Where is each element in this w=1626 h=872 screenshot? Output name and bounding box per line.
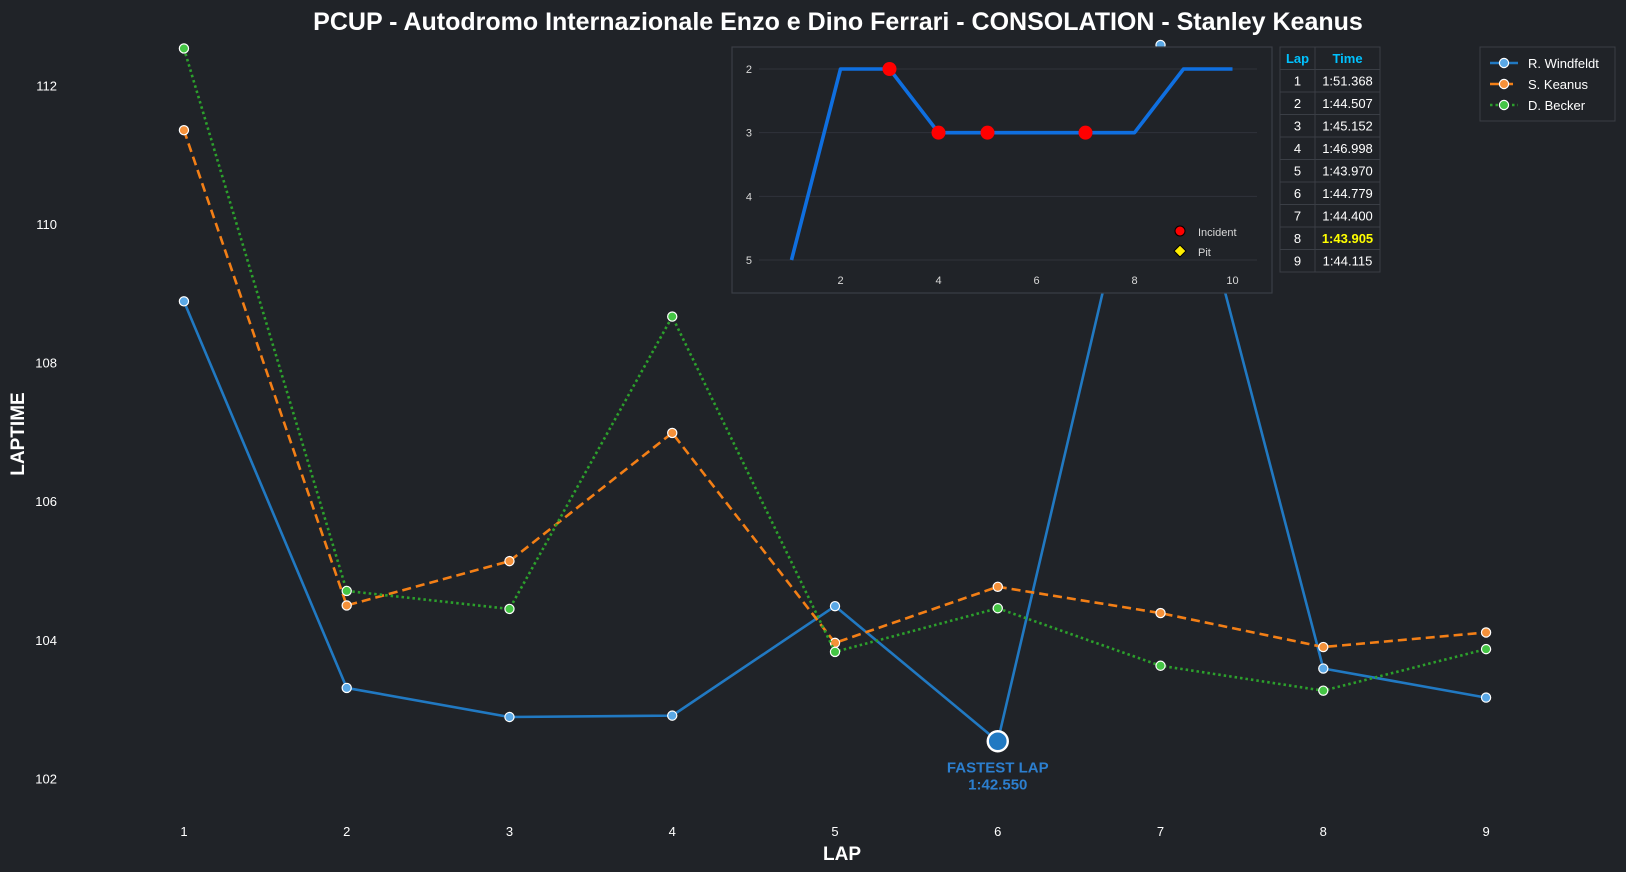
- data-point: [829, 646, 841, 658]
- y-tick-label: 110: [36, 217, 57, 232]
- incident-marker: [1078, 125, 1093, 140]
- table-header-time: Time: [1332, 51, 1362, 66]
- table-lap-number: 6: [1294, 186, 1301, 201]
- y-tick-label: 102: [35, 771, 57, 786]
- inset-x-tick-label: 6: [1033, 275, 1039, 287]
- data-point: [178, 125, 190, 136]
- y-tick-label: 104: [35, 633, 57, 648]
- series-legend: R. Windfeldt S. Keanus D. Becker: [1479, 46, 1616, 122]
- x-tick-label: 5: [831, 824, 838, 839]
- table-header-lap: Lap: [1286, 51, 1309, 66]
- x-tick-label: 7: [1157, 824, 1164, 839]
- table-lap-time: 1:43.970: [1322, 164, 1373, 179]
- incident-legend-icon: [1174, 225, 1186, 237]
- inset-x-tick-label: 2: [837, 275, 843, 287]
- data-point: [992, 581, 1003, 592]
- table-lap-time: 1:45.152: [1322, 119, 1373, 134]
- data-point: [341, 600, 352, 611]
- incident-marker: [931, 125, 946, 140]
- table-lap-time: 1:44.115: [1323, 254, 1373, 269]
- y-tick-label: 112: [36, 79, 57, 94]
- legend-marker: [1498, 99, 1510, 111]
- data-point: [504, 711, 515, 723]
- table-lap-number: 4: [1294, 141, 1301, 156]
- data-point: [992, 603, 1003, 614]
- data-point: [178, 43, 190, 54]
- data-point: [178, 296, 190, 307]
- x-tick-label: 9: [1482, 824, 1489, 839]
- table-lap-time: 1:44.400: [1322, 209, 1373, 224]
- data-point: [1155, 607, 1166, 619]
- x-tick-label: 1: [180, 824, 187, 839]
- legend-marker: [1498, 78, 1510, 90]
- x-axis-label: LAP: [823, 844, 861, 865]
- data-point: [504, 555, 515, 567]
- table-lap-time: 1:51.368: [1322, 74, 1373, 89]
- x-tick-label: 2: [343, 824, 350, 839]
- x-tick-label: 4: [669, 824, 676, 839]
- fastest-lap-time: 1:42.550: [968, 776, 1027, 793]
- y-tick-label: 108: [35, 356, 57, 371]
- inset-x-tick-label: 10: [1226, 275, 1238, 287]
- incident-legend-label: Incident: [1198, 227, 1237, 239]
- x-tick-label: 6: [994, 824, 1001, 839]
- pit-legend-label: Pit: [1198, 247, 1211, 259]
- chart-title: PCUP - Autodromo Internazionale Enzo e D…: [313, 8, 1363, 36]
- table-cell: [1314, 249, 1381, 273]
- table-lap-number: 8: [1294, 231, 1301, 246]
- position-line: [789, 67, 1233, 261]
- table-lap-time: 1:46.998: [1322, 141, 1373, 156]
- incident-marker: [882, 62, 897, 76]
- data-point: [1155, 660, 1166, 671]
- data-point: [667, 311, 678, 322]
- position-inset-chart: 2 3 4 5 2 4 6 8 10 Incident Pit: [731, 46, 1273, 294]
- data-point: [1318, 685, 1329, 696]
- inset-y-tick-label: 2: [746, 64, 752, 76]
- fastest-lap-label: FASTEST LAP: [947, 759, 1049, 776]
- y-axis-label: LAPTIME: [8, 392, 29, 475]
- inset-y-tick-label: 5: [746, 255, 752, 267]
- legend-label: D. Becker: [1528, 98, 1586, 113]
- incident-marker: [980, 125, 995, 140]
- x-tick-label: 8: [1320, 824, 1327, 839]
- inset-x-tick-label: 4: [935, 275, 941, 287]
- x-tick-label: 3: [506, 824, 513, 839]
- data-point: [1318, 663, 1329, 674]
- data-point: [504, 603, 515, 615]
- data-point: [1318, 641, 1329, 653]
- data-point: [1480, 627, 1492, 638]
- data-point: [829, 600, 841, 612]
- inset-x-tick-label: 8: [1131, 275, 1137, 287]
- data-point: [667, 710, 678, 721]
- fastest-lap-marker: [986, 730, 1009, 753]
- data-point: [341, 682, 352, 694]
- table-best-lap-time: 1:43.905: [1322, 231, 1373, 246]
- table-lap-number: 3: [1294, 119, 1301, 134]
- data-point: [341, 585, 352, 597]
- pit-legend-icon: [1173, 244, 1187, 258]
- table-lap-number: 2: [1294, 96, 1301, 111]
- legend-marker: [1498, 57, 1510, 69]
- data-point: [667, 427, 678, 439]
- legend-label: R. Windfeldt: [1528, 56, 1599, 71]
- table-lap-time: 1:44.507: [1322, 96, 1373, 111]
- table-lap-number: 9: [1294, 254, 1301, 269]
- y-tick-label: 106: [35, 494, 57, 509]
- table-lap-time: 1:44.779: [1322, 186, 1373, 201]
- inset-y-tick-label: 4: [746, 191, 752, 203]
- table-lap-number: 5: [1294, 164, 1301, 179]
- data-point: [1480, 643, 1492, 655]
- data-point: [1480, 692, 1492, 703]
- table-lap-number: 1: [1294, 74, 1301, 89]
- legend-label: S. Keanus: [1528, 77, 1588, 92]
- table-lap-number: 7: [1294, 209, 1301, 224]
- lap-time-table: Lap Time 1 1:51.368 2 1:44.507 3 1:45.152 4 1:46.…: [1279, 46, 1381, 273]
- inset-y-tick-label: 3: [746, 128, 752, 140]
